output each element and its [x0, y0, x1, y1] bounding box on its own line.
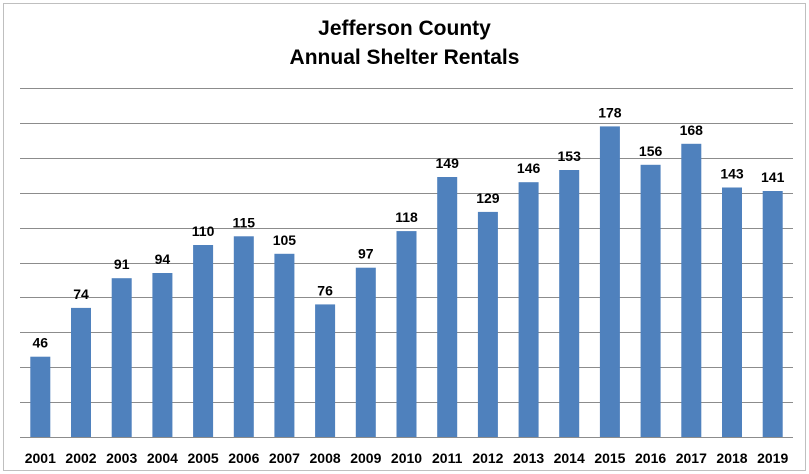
- data-label-2015: 178: [598, 104, 622, 120]
- bar-2008: [315, 304, 336, 437]
- x-tick-label-2018: 2018: [716, 450, 747, 466]
- data-label-2002: 74: [73, 286, 89, 302]
- x-tick-label-2001: 2001: [25, 450, 56, 466]
- x-tick-label-2006: 2006: [228, 450, 259, 466]
- bar-2007: [274, 253, 295, 437]
- x-tick-label-2009: 2009: [350, 450, 381, 466]
- data-labels: 46 74 91 94 110 115 105 76 97 118 149 129 146 153 178 1…: [33, 104, 785, 350]
- bar-2019: [762, 191, 783, 437]
- x-tick-label-2012: 2012: [472, 450, 503, 466]
- data-label-2010: 118: [395, 209, 418, 225]
- chart-subtitle: Annual Shelter Rentals: [289, 46, 520, 69]
- bar-2013: [518, 182, 539, 437]
- x-tick-labels: 2001 2002 2003 2004 2005 2006 2007 2008 2009 2010…: [25, 450, 789, 466]
- bar-2011: [437, 177, 458, 437]
- x-tick-label-2010: 2010: [391, 450, 422, 466]
- data-label-2007: 105: [273, 232, 297, 248]
- data-label-2008: 76: [317, 282, 333, 298]
- bar-2009: [355, 267, 376, 437]
- bar-2002: [71, 307, 91, 437]
- bar-2006: [233, 236, 254, 437]
- bar-2001: [30, 356, 51, 437]
- data-label-2001: 46: [33, 335, 49, 351]
- x-tick-label-2014: 2014: [554, 450, 585, 466]
- bar-2012: [477, 211, 498, 437]
- bar-2017: [681, 143, 702, 438]
- x-tick-label-2017: 2017: [676, 450, 707, 466]
- x-tick-label-2016: 2016: [635, 450, 666, 466]
- bar-2010: [396, 231, 417, 437]
- data-label-2013: 146: [517, 160, 541, 176]
- bar-2005: [193, 245, 214, 437]
- bar-2015: [599, 126, 620, 438]
- data-label-2009: 97: [358, 246, 374, 262]
- bar-2004: [152, 273, 173, 437]
- x-tick-label-2008: 2008: [310, 450, 341, 466]
- data-label-2016: 156: [639, 143, 663, 159]
- x-tick-label-2003: 2003: [106, 450, 137, 466]
- bar-2016: [640, 164, 661, 438]
- data-label-2018: 143: [720, 166, 744, 182]
- x-tick-label-2013: 2013: [513, 450, 544, 466]
- data-label-2012: 129: [476, 190, 500, 206]
- x-tick-label-2007: 2007: [269, 450, 300, 466]
- bars: [30, 126, 783, 438]
- chart-title-block: Jefferson County Annual Shelter Rentals: [0, 14, 809, 72]
- x-tick-label-2015: 2015: [594, 450, 625, 466]
- data-label-2011: 149: [436, 155, 460, 171]
- data-label-2017: 168: [680, 122, 704, 138]
- x-tick-label-2005: 2005: [188, 450, 219, 466]
- data-label-2014: 153: [558, 148, 582, 164]
- data-label-2003: 91: [114, 256, 130, 272]
- data-label-2005: 110: [192, 223, 215, 239]
- x-tick-label-2011: 2011: [432, 450, 463, 466]
- data-label-2019: 141: [761, 169, 785, 185]
- bar-2003: [111, 278, 132, 437]
- data-label-2004: 94: [155, 251, 171, 267]
- chart-title: Jefferson County: [318, 17, 491, 40]
- x-tick-label-2002: 2002: [65, 450, 96, 466]
- x-tick-label-2019: 2019: [757, 450, 788, 466]
- data-label-2006: 115: [233, 214, 256, 230]
- bar-2014: [559, 170, 580, 437]
- x-tick-label-2004: 2004: [147, 450, 178, 466]
- bar-2018: [722, 187, 742, 437]
